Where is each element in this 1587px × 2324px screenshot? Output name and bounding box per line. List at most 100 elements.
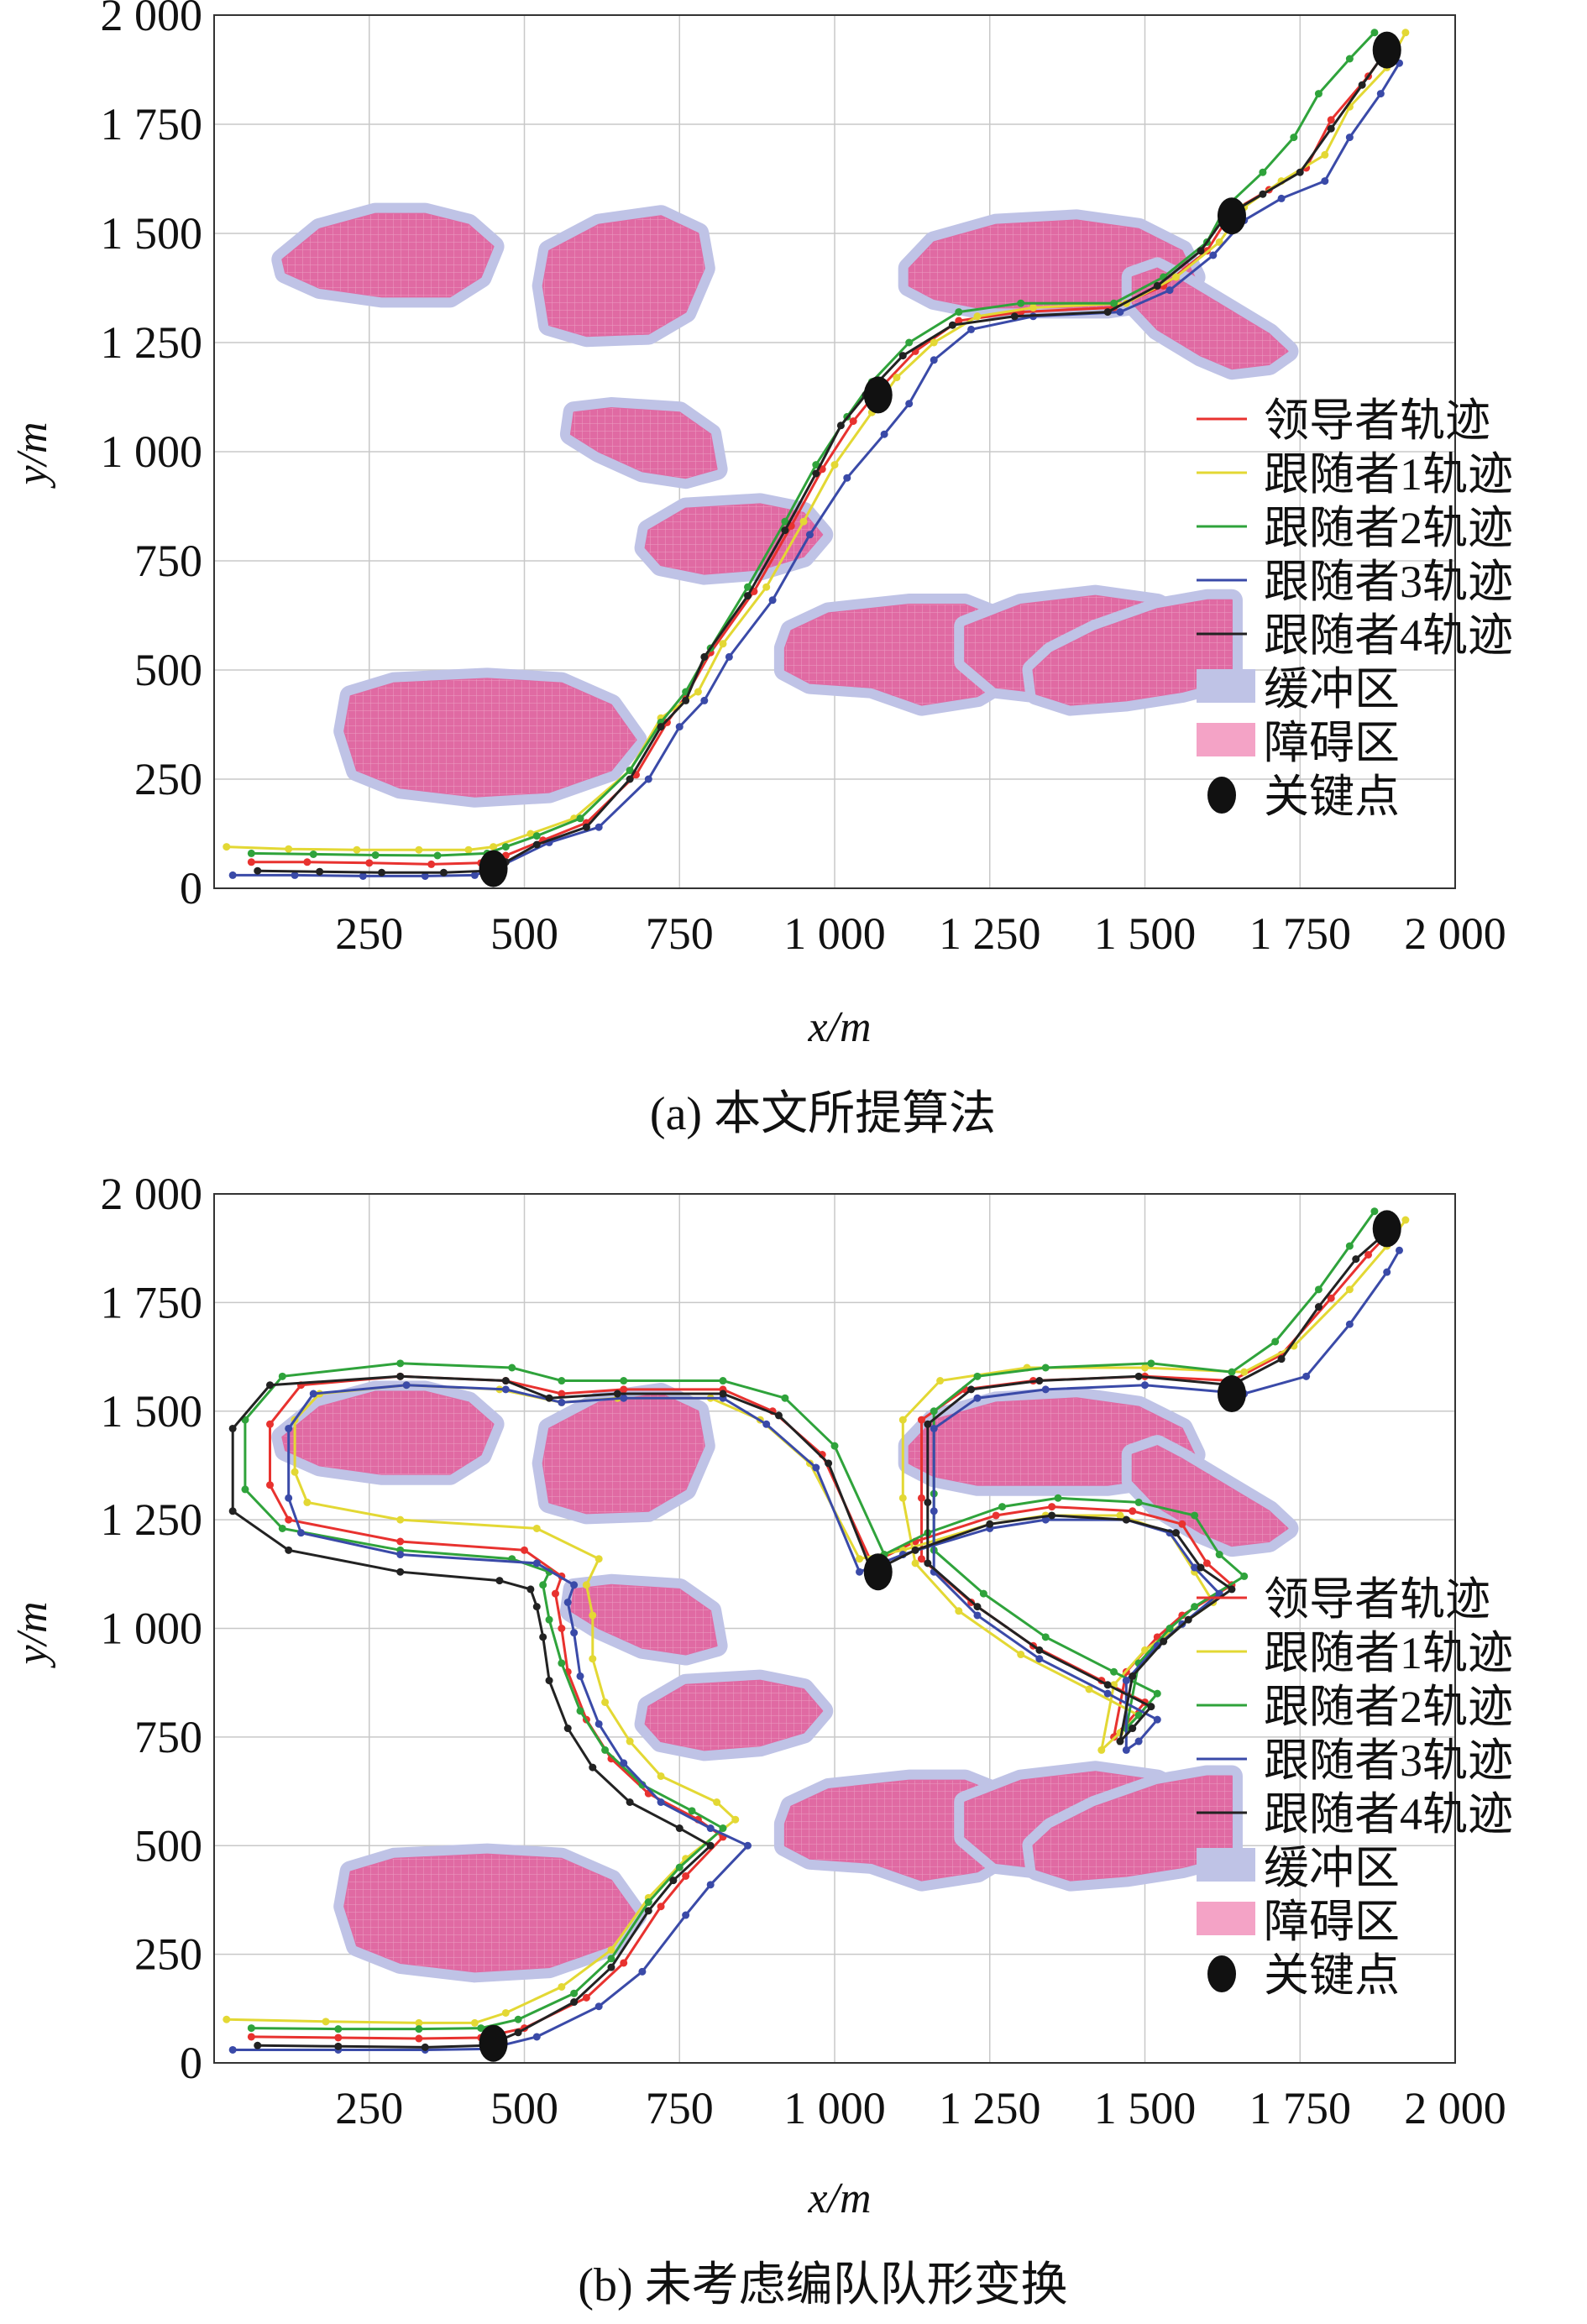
- series-point-4: [285, 1494, 293, 1502]
- legend-label-1: 领导者轨迹: [1264, 395, 1490, 446]
- series-point-4: [930, 1424, 938, 1432]
- series-point-5: [396, 1568, 405, 1576]
- legend-label-5: 跟随者4轨迹: [1264, 610, 1513, 661]
- series-point-5: [1035, 1377, 1044, 1385]
- panel-caption: (b) 未考虑编队队形变换: [578, 2259, 1067, 2311]
- series-point-4: [768, 596, 777, 605]
- series-point-3: [396, 1359, 405, 1368]
- y-tick-label: 1 750: [101, 1277, 203, 1327]
- y-tick-label: 1 500: [101, 208, 203, 259]
- series-point-4: [501, 1385, 510, 1394]
- x-tick-label: 2 000: [1404, 2083, 1506, 2133]
- series-point-4: [930, 1507, 938, 1515]
- series-point-3: [979, 1589, 987, 1598]
- series-point-3: [1370, 29, 1379, 37]
- series-point-4: [470, 871, 479, 879]
- series-point-5: [986, 1520, 994, 1528]
- series-point-5: [1352, 1255, 1360, 1264]
- series-point-3: [539, 1581, 547, 1589]
- legend-marker-8: [1207, 1955, 1236, 1992]
- y-tick-label: 750: [134, 536, 202, 586]
- series-point-3: [1271, 1337, 1280, 1346]
- series-point-4: [1116, 308, 1124, 317]
- y-tick-label: 1 000: [101, 1604, 203, 1654]
- key-point: [479, 2024, 508, 2062]
- series-point-4: [1103, 1689, 1112, 1698]
- series-point-5: [911, 1546, 919, 1554]
- series-point-5: [1103, 308, 1112, 317]
- obstacle-regions: [271, 1380, 1299, 1983]
- series-point-3: [1017, 299, 1025, 307]
- series-point-5: [539, 1633, 547, 1641]
- series-point-5: [495, 1577, 504, 1585]
- series-point-5: [973, 1603, 982, 1611]
- series-point-3: [247, 849, 255, 857]
- series-point-2: [799, 517, 808, 526]
- series-point-5: [421, 2043, 429, 2051]
- series-point-1: [955, 317, 963, 325]
- series-point-5: [254, 2041, 262, 2049]
- y-tick-label: 250: [134, 1929, 202, 1980]
- legend-marker-7: [1197, 723, 1255, 756]
- series-point-1: [620, 1959, 628, 1967]
- series-point-4: [576, 1672, 584, 1680]
- series-point-2: [291, 1468, 299, 1476]
- series-point-4: [1141, 1381, 1149, 1390]
- series-point-3: [558, 1377, 566, 1385]
- series-point-1: [266, 1481, 275, 1489]
- series-point-1: [849, 417, 857, 426]
- series-point-1: [1364, 1250, 1373, 1259]
- series-point-4: [1376, 90, 1385, 98]
- series-point-4: [1122, 1677, 1130, 1685]
- x-tick-label: 750: [646, 908, 714, 959]
- series-point-2: [830, 461, 839, 469]
- series-point-1: [917, 1416, 925, 1424]
- series-point-4: [1209, 251, 1218, 259]
- x-tick-label: 1 500: [1094, 2083, 1197, 2133]
- y-tick-label: 1 250: [101, 317, 203, 368]
- series-point-3: [1370, 1207, 1379, 1216]
- series-point-1: [334, 2034, 343, 2042]
- series-point-5: [1314, 1303, 1322, 1311]
- series-point-1: [1202, 1559, 1211, 1568]
- series-point-3: [1191, 1511, 1199, 1520]
- series-point-5: [396, 1372, 405, 1380]
- obstacle-grid-texture: [570, 408, 717, 479]
- series-point-1: [247, 2033, 255, 2041]
- legend-label-7: 障碍区: [1264, 1897, 1400, 1947]
- series-point-5: [657, 723, 665, 731]
- y-tick-label: 500: [134, 645, 202, 695]
- series-point-3: [601, 1746, 610, 1754]
- series-point-2: [898, 1416, 907, 1424]
- series-point-1: [303, 858, 312, 866]
- series-point-5: [1153, 281, 1161, 290]
- series-point-3: [719, 1377, 727, 1385]
- series-point-5: [526, 1585, 535, 1594]
- series-point-3: [514, 2015, 522, 2023]
- series-point-2: [1029, 303, 1037, 311]
- series-point-1: [682, 1871, 690, 1880]
- series-point-2: [1215, 238, 1223, 246]
- series-point-3: [781, 517, 789, 526]
- obstacle-grid-texture: [570, 1584, 717, 1655]
- series-point-5: [1116, 1737, 1124, 1746]
- series-point-4: [1134, 1737, 1143, 1746]
- chart-panel-a: 250 500 750 1 000 1 250 1 500 1 750 2 000 0 250 50…: [8, 0, 1513, 1140]
- key-point: [863, 376, 893, 414]
- series-point-5: [613, 1390, 621, 1398]
- series-point-2: [526, 830, 535, 838]
- series-point-4: [228, 871, 237, 879]
- key-point: [1217, 197, 1246, 235]
- obstacle-grid-texture: [344, 678, 636, 797]
- legend-label-5: 跟随者4轨迹: [1264, 1789, 1513, 1840]
- key-points: [479, 31, 1401, 887]
- series-point-5: [228, 1424, 237, 1432]
- obstacle-grid-texture: [645, 1680, 823, 1751]
- series-point-3: [1240, 1572, 1249, 1580]
- series-point-4: [1383, 1268, 1391, 1276]
- y-tick-label: 0: [180, 863, 202, 913]
- series-point-2: [1240, 1368, 1249, 1376]
- series-point-5: [781, 526, 789, 535]
- legend-marker-6: [1197, 669, 1255, 703]
